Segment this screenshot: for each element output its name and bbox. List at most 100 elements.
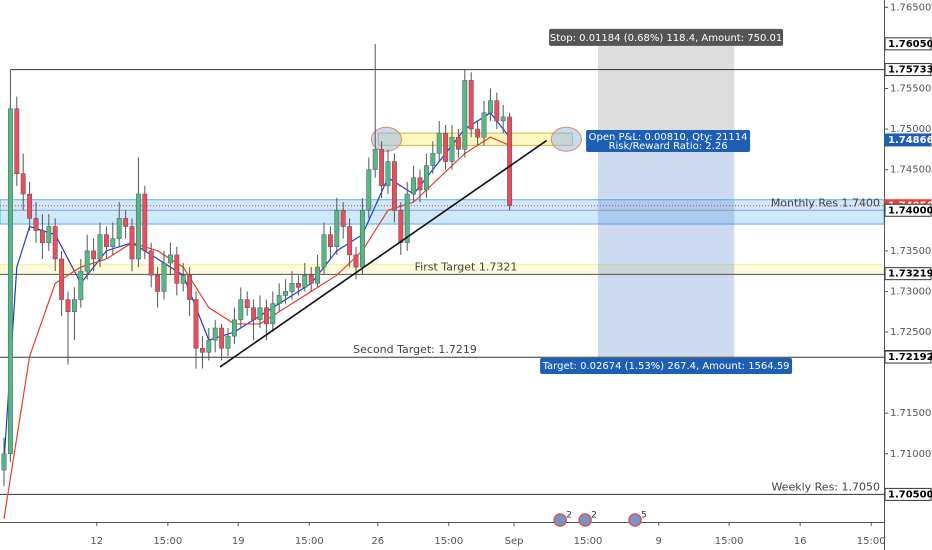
price-label: 1.72192	[888, 352, 932, 363]
candle-body	[84, 250, 90, 272]
candle-body	[257, 307, 263, 321]
candle-body	[167, 254, 173, 264]
candle-body	[225, 335, 231, 349]
x-tick-label: 15:00	[574, 536, 603, 547]
candle-body	[46, 226, 52, 243]
y-tick-label: 1.73500	[890, 246, 931, 257]
y-tick-label: 1.76500	[890, 2, 931, 13]
candle-body	[52, 226, 58, 260]
target-label-box	[540, 358, 793, 375]
y-tick-label: 1.72500	[890, 327, 931, 338]
event-icon	[553, 513, 567, 527]
level-label: Monthly Res 1.7400	[771, 196, 880, 209]
price-label-box	[884, 203, 932, 217]
x-tick-label: 15:00	[715, 536, 744, 547]
price-label-box	[884, 37, 932, 51]
candle-body	[129, 226, 135, 260]
candle-body	[353, 254, 359, 268]
candle-body	[193, 299, 199, 349]
candle-body	[334, 210, 340, 248]
price-label-box	[884, 487, 932, 501]
candle-body	[276, 295, 282, 304]
price-label: 1.74000	[888, 205, 932, 216]
candle-body	[404, 193, 410, 243]
price-label: 1.70500	[888, 489, 932, 500]
candle-body	[27, 193, 33, 219]
candle-body	[263, 307, 269, 325]
candle-body	[219, 327, 225, 349]
candle-body	[270, 303, 276, 325]
candle-body	[340, 210, 346, 227]
price-label-box	[884, 267, 932, 281]
candle-body	[39, 230, 45, 243]
candle-body	[283, 291, 289, 296]
candle-body	[103, 234, 109, 248]
candle-body	[443, 132, 449, 162]
candle-body	[251, 307, 257, 321]
x-tick-label: 26	[371, 536, 384, 547]
candle-body	[475, 128, 481, 138]
candle-body	[507, 116, 513, 206]
candle-body	[71, 299, 77, 312]
candle-body	[142, 193, 148, 252]
candle-body	[366, 169, 372, 211]
candle-body	[347, 226, 353, 256]
stop-zone	[597, 43, 735, 140]
highlight-ellipse	[370, 126, 402, 152]
price-label: 1.76050	[888, 39, 932, 50]
x-tick-label: 19	[232, 536, 245, 547]
x-tick-label: 15:00	[295, 536, 324, 547]
level-label: First Target 1.7321	[415, 260, 518, 273]
candle-body	[155, 274, 161, 292]
x-tick-label: 15:00	[434, 536, 463, 547]
time-axis-bg	[0, 522, 884, 550]
candle-body	[398, 210, 404, 243]
candle-body	[59, 258, 65, 300]
candle-body	[199, 348, 205, 353]
candle-body	[500, 116, 506, 122]
y-tick-label: 1.73000	[890, 286, 931, 297]
candle-body	[372, 149, 378, 170]
candle-body	[161, 262, 167, 292]
candle-body	[487, 100, 493, 114]
y-tick-label: 1.71500	[890, 408, 931, 419]
candle-body	[417, 177, 423, 191]
candle-body	[385, 161, 391, 187]
y-tick-label: 1.75000	[890, 124, 931, 135]
price-label-box	[884, 133, 932, 147]
candle-body	[455, 136, 461, 150]
pnl-box	[586, 129, 751, 152]
candle-body	[494, 100, 500, 122]
candle-body	[462, 80, 468, 150]
level-label: Weekly Res: 1.7050	[771, 480, 880, 493]
zone	[0, 199, 885, 225]
price-label-box	[884, 350, 932, 364]
candle-body	[468, 80, 474, 130]
event-count: 2	[566, 511, 572, 521]
rr-label: Risk/Reward Ratio: 2.26	[609, 141, 728, 152]
stop-label: Stop: 0.01184 (0.68%) 118.4, Amount: 750…	[550, 33, 782, 44]
candle-body	[78, 270, 84, 300]
candle-body	[423, 165, 429, 191]
candle-body	[430, 153, 436, 166]
event-count: 5	[641, 511, 647, 521]
candle-body	[308, 274, 314, 284]
x-tick-label: 15:00	[857, 536, 886, 547]
candle-body	[91, 250, 97, 260]
candle-body	[20, 173, 26, 195]
level-label: Second Target: 1.7219	[353, 343, 477, 356]
candle-body	[187, 274, 193, 300]
price-label: 1.73219	[888, 269, 932, 280]
candle-body	[212, 327, 218, 341]
candle-body	[244, 299, 250, 308]
y-tick-label: 1.75500	[890, 83, 931, 94]
candle-body	[1, 453, 7, 471]
candle-body	[97, 234, 103, 260]
y-tick-label: 1.71000	[890, 449, 931, 460]
candle-body	[359, 210, 365, 268]
candle-body	[110, 238, 116, 248]
candle-body	[449, 136, 455, 162]
candle-body	[14, 108, 20, 174]
x-tick-label: 15:00	[153, 536, 182, 547]
